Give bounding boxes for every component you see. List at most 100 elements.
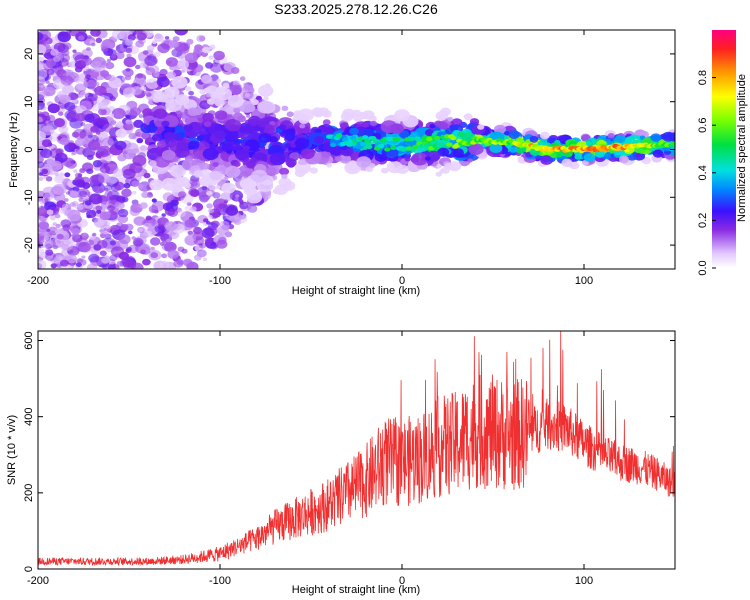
heatmap-cell xyxy=(202,112,214,122)
heatmap-ridge-cell xyxy=(372,138,379,143)
heatmap-cell xyxy=(38,221,50,230)
heatmap-cell xyxy=(100,64,106,69)
heatmap-cell xyxy=(67,245,80,256)
heatmap-cell xyxy=(311,107,324,116)
bottom-y-ticks: 0 200 400 600 xyxy=(23,331,675,572)
heatmap-cell xyxy=(162,192,174,202)
heatmap-cell xyxy=(206,98,216,105)
heatmap-cell xyxy=(159,68,168,76)
heatmap-cell xyxy=(109,240,116,246)
heatmap-cell xyxy=(504,131,510,136)
heatmap-cell xyxy=(453,148,464,157)
heatmap-cell xyxy=(221,143,235,153)
heatmap-cell xyxy=(143,172,151,179)
heatmap-cell xyxy=(64,110,77,120)
heatmap-cell xyxy=(173,259,184,268)
heatmap-cell xyxy=(38,32,44,41)
heatmap-cell xyxy=(45,176,53,182)
heatmap-cell xyxy=(156,140,167,148)
heatmap-cell xyxy=(233,107,241,114)
heatmap-cell xyxy=(115,128,127,138)
heatmap-cell xyxy=(151,133,162,142)
heatmap-cell xyxy=(115,51,125,60)
heatmap-cell xyxy=(174,30,188,36)
heatmap-cell xyxy=(66,142,75,149)
heatmap-cell xyxy=(75,203,84,211)
heatmap-cell xyxy=(178,191,187,199)
heatmap-cell xyxy=(225,205,239,216)
heatmap-cell xyxy=(64,172,71,178)
heatmap-ridge-cell xyxy=(446,142,453,147)
heatmap-cell xyxy=(101,257,110,264)
heatmap-cell xyxy=(121,188,132,197)
heatmap-cell xyxy=(87,134,93,139)
heatmap-cell xyxy=(177,210,187,218)
heatmap-cell xyxy=(57,31,71,43)
heatmap-cell xyxy=(230,67,240,74)
heatmap-cell xyxy=(262,124,275,134)
heatmap-ridge-cell xyxy=(378,143,385,149)
heatmap-cell xyxy=(335,156,342,162)
heatmap-cell xyxy=(214,110,228,120)
heatmap-cell xyxy=(235,194,240,198)
heatmap-cell xyxy=(71,131,80,138)
heatmap-cell xyxy=(110,246,125,257)
heatmap-cell xyxy=(429,123,436,129)
heatmap-cell xyxy=(80,56,92,66)
heatmap-cell xyxy=(142,258,151,266)
heatmap-cell xyxy=(143,90,150,96)
heatmap-cell xyxy=(116,260,124,267)
heatmap-cell xyxy=(117,154,127,162)
heatmap-cell xyxy=(585,141,593,146)
heatmap-cell xyxy=(249,157,258,164)
heatmap-cell xyxy=(171,76,188,89)
heatmap-cell xyxy=(117,208,129,218)
heatmap-cell xyxy=(159,241,165,246)
heatmap-cell xyxy=(206,203,214,209)
x-tick-label: -200 xyxy=(27,575,49,587)
heatmap-cell xyxy=(53,192,66,202)
heatmap-cell xyxy=(137,184,144,189)
heatmap-cell xyxy=(405,149,412,155)
heatmap-cell xyxy=(122,168,136,179)
heatmap-cell xyxy=(263,96,269,101)
heatmap-cell xyxy=(349,127,359,135)
heatmap-cell xyxy=(106,58,112,63)
heatmap-cell xyxy=(63,198,69,202)
heatmap-cell xyxy=(214,98,225,107)
heatmap-cell xyxy=(135,40,145,48)
heatmap-cell xyxy=(43,86,56,97)
heatmap-cell xyxy=(123,56,137,68)
heatmap-cell xyxy=(309,167,318,174)
heatmap-cell xyxy=(128,132,137,140)
heatmap-cell xyxy=(145,215,152,221)
heatmap-cell xyxy=(82,194,89,200)
heatmap-cell xyxy=(210,62,223,73)
heatmap-cell xyxy=(614,134,626,144)
bottom-y-axis-label: SNR (10 * v/v) xyxy=(6,415,18,485)
snr-panel: -200 -100 0 100 0 200 400 600 Height of straig… xyxy=(6,330,676,596)
y-tick-label: 200 xyxy=(23,484,35,502)
heatmap-cell xyxy=(251,99,259,106)
heatmap-cell xyxy=(38,214,48,222)
heatmap-cell xyxy=(43,235,50,241)
heatmap-ridge-cell xyxy=(384,147,391,152)
heatmap-cell xyxy=(58,111,64,116)
heatmap-cell xyxy=(184,52,198,64)
colorbar-tick-label: 0.0 xyxy=(697,260,709,275)
heatmap-cell xyxy=(132,148,140,154)
y-tick-label: -20 xyxy=(23,237,35,253)
heatmap-cell xyxy=(91,174,105,185)
heatmap-cell xyxy=(131,180,140,187)
heatmap-cell xyxy=(206,190,213,196)
heatmap-cell xyxy=(138,114,144,119)
heatmap-cell xyxy=(88,253,100,263)
heatmap-cell xyxy=(146,230,152,235)
heatmap-cell xyxy=(508,130,520,140)
heatmap-cell xyxy=(69,30,80,37)
heatmap-cell xyxy=(82,232,88,237)
heatmap-cell xyxy=(529,135,539,143)
heatmap-cell xyxy=(138,228,143,232)
heatmap-cell xyxy=(113,168,124,178)
heatmap-cell xyxy=(71,151,77,156)
